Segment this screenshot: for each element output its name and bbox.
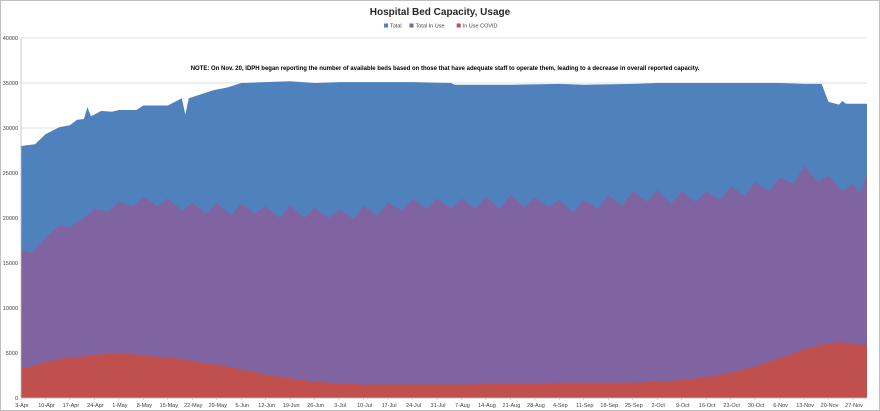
x-tick-label: 14-Aug bbox=[478, 403, 496, 409]
x-tick-label: 27-Nov bbox=[845, 403, 863, 409]
x-tick-label: 24-Jul bbox=[406, 403, 421, 409]
y-tick-label: 10000 bbox=[3, 306, 18, 312]
x-tick-label: 28-Aug bbox=[527, 403, 545, 409]
y-tick-label: 15000 bbox=[3, 261, 18, 267]
x-tick-label: 7-Aug bbox=[455, 403, 470, 409]
x-tick-label: 3-Apr bbox=[15, 403, 29, 409]
x-tick-label: 24-Apr bbox=[87, 403, 104, 409]
x-tick-label: 1-May bbox=[112, 403, 128, 409]
legend-swatch bbox=[409, 23, 414, 28]
x-tick-label: 26-Jun bbox=[307, 403, 324, 409]
x-tick-label: 21-Aug bbox=[503, 403, 521, 409]
x-tick-label: 2-Oct bbox=[652, 403, 666, 409]
legend-swatch bbox=[384, 23, 388, 28]
legend-label: In Use COVID bbox=[463, 24, 498, 30]
y-tick-label: 0 bbox=[15, 396, 18, 402]
x-tick-label: 15-May bbox=[160, 403, 179, 409]
x-tick-label: 10-Apr bbox=[38, 403, 55, 409]
x-tick-label: 16-Oct bbox=[699, 403, 716, 409]
legend-label: Total bbox=[390, 24, 402, 30]
legend: Total Total In Use In Use COVID bbox=[384, 23, 498, 30]
area-in-use-covid bbox=[21, 342, 867, 398]
x-tick-label: 20-Nov bbox=[821, 403, 839, 409]
y-tick-label: 20000 bbox=[3, 216, 18, 222]
x-tick-label: 5-Jun bbox=[235, 403, 249, 409]
x-tick-label: 18-Sep bbox=[600, 403, 618, 409]
x-tick-label: 31-Jul bbox=[431, 403, 446, 409]
x-tick-label: 17-Jul bbox=[382, 403, 397, 409]
y-tick-label: 30000 bbox=[3, 126, 18, 132]
x-tick-label: 8-May bbox=[137, 403, 153, 409]
x-tick-label: 30-Oct bbox=[748, 403, 765, 409]
y-tick-label: 5000 bbox=[6, 351, 18, 357]
x-tick-label: 23-Oct bbox=[723, 403, 740, 409]
chart-title: Hospital Bed Capacity, Usage bbox=[370, 7, 511, 18]
area-total-in-use bbox=[21, 165, 867, 398]
y-axis: 0 5000 10000 15000 20000 25000 30000 35000 40000 bbox=[3, 36, 22, 402]
x-tick-label: 25-Sep bbox=[625, 403, 643, 409]
chart-note: NOTE: On Nov. 20, IDPH began reporting t… bbox=[191, 66, 700, 72]
x-tick-label: 11-Sep bbox=[576, 403, 593, 409]
x-axis: 3-Apr 10-Apr 17-Apr 24-Apr 1-May 8-May 15-May 2… bbox=[15, 397, 867, 409]
y-tick-label: 40000 bbox=[3, 36, 18, 42]
legend-label: Total In Use bbox=[416, 24, 445, 30]
y-tick-label: 25000 bbox=[3, 171, 18, 177]
x-tick-label: 12-Jun bbox=[258, 403, 275, 409]
x-tick-label: 4-Sep bbox=[553, 403, 568, 409]
x-tick-label: 29-May bbox=[209, 403, 228, 409]
x-tick-label: 17-Apr bbox=[63, 403, 80, 409]
plot-areas bbox=[21, 81, 867, 398]
x-tick-label: 22-May bbox=[184, 403, 203, 409]
legend-swatch bbox=[456, 23, 461, 28]
y-tick-label: 35000 bbox=[3, 81, 18, 87]
x-tick-label: 19-Jun bbox=[283, 403, 300, 409]
x-tick-label: 6-Nov bbox=[773, 403, 788, 409]
x-tick-label: 9-Oct bbox=[676, 403, 690, 409]
x-tick-label: 10-Jul bbox=[357, 403, 372, 409]
x-tick-label: 3-Jul bbox=[334, 403, 346, 409]
x-tick-label: 13-Nov bbox=[796, 403, 814, 409]
